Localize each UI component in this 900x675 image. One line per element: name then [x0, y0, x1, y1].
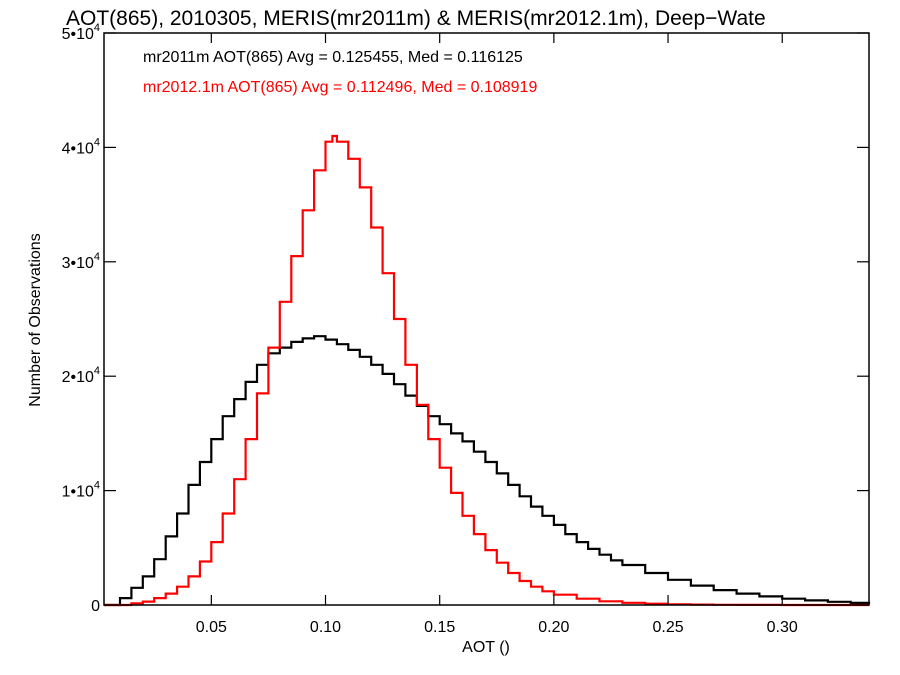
x-axis-label: AOT ()	[462, 639, 510, 656]
y-tick-label: 0	[91, 598, 100, 615]
annotation-mr2011m: mr2011m AOT(865) Avg = 0.125455, Med = 0…	[143, 49, 523, 66]
plot-area	[103, 32, 871, 607]
y-tick-label: 5•104	[62, 22, 100, 43]
annotation-mr2012-1m: mr2012.1m AOT(865) Avg = 0.112496, Med =…	[143, 79, 537, 96]
y-tick-label: 2•104	[62, 365, 100, 386]
series-layer	[104, 134, 871, 607]
x-tick-label: 0.10	[310, 619, 341, 636]
y-axis: 0 1•104 2•104 3•104 4•104 5•104	[62, 22, 869, 615]
y-tick-label: 3•104	[62, 251, 100, 272]
x-tick-label: 0.25	[652, 619, 683, 636]
x-axis: 0.05 0.10 0.15 0.20 0.25 0.30	[196, 33, 798, 636]
y-axis-label: Number of Observations	[27, 233, 44, 406]
chart-title: AOT(865), 2010305, MERIS(mr2011m) & MERI…	[66, 7, 766, 30]
x-tick-label: 0.30	[767, 619, 798, 636]
y-tick-label: 1•104	[62, 480, 100, 501]
x-tick-label: 0.05	[196, 619, 227, 636]
y-tick-label: 4•104	[62, 136, 100, 157]
plot-frame	[103, 32, 870, 606]
x-tick-label: 0.15	[424, 619, 455, 636]
series-line-1	[104, 134, 869, 607]
x-tick-label: 0.20	[538, 619, 569, 636]
